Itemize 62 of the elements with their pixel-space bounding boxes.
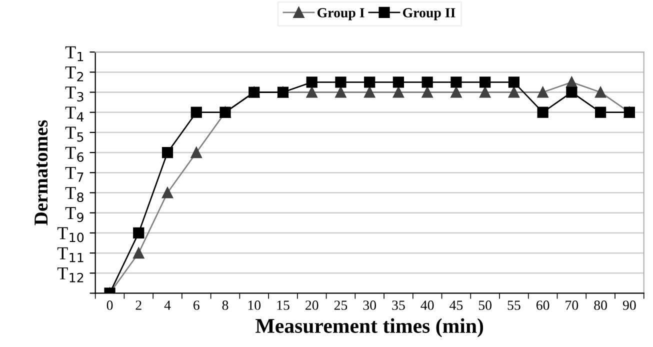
x-tick-label: 25 [334,300,348,310]
point [595,86,606,98]
x-tick-label: 45 [450,300,463,310]
y-tick-label: T$_{11}$ [57,247,84,262]
point [335,76,346,88]
x-tick-label: 90 [622,300,636,310]
point [392,86,404,98]
point [450,86,462,98]
y-tick-label: T$_{3}$ [65,86,84,102]
x-tick-label: 35 [392,300,405,310]
x-tick-label: 10 [248,300,261,310]
x-tick-label: 30 [363,300,376,310]
y-tick-label: T$_{1}$ [65,46,84,62]
x-tick-label: 20 [306,300,318,310]
point [508,76,520,88]
x-tick-label: 15 [277,300,290,310]
point [508,86,520,98]
point [392,76,404,88]
y-tick-label: T$_{9}$ [65,207,84,222]
x-tick-label: 40 [420,300,434,310]
legend-label: Group I [317,8,364,20]
x-tick-label: 80 [594,300,607,310]
y-axis-title: Dermatomes [34,120,48,226]
point [364,76,376,88]
y-tick-label: T$_{5}$ [65,126,84,142]
point [364,86,376,98]
x-tick-label: 8 [222,300,228,310]
y-tick-label: T$_{8}$ [65,187,84,202]
y-tick-label: T$_{4}$ [65,106,84,122]
point [422,76,433,88]
x-tick-label: 0 [106,300,113,310]
point [162,187,174,198]
point [133,227,144,238]
y-tick-label: T$_{12}$ [57,267,84,282]
x-tick-label: 70 [566,300,578,310]
x-tick-label: 4 [164,300,171,310]
point [190,106,202,118]
x-tick-label: 2 [136,300,142,310]
point [335,86,346,98]
y-tick-label: T$_{6}$ [65,146,84,162]
point [450,76,462,88]
y-tick-label: T$_{7}$ [65,166,84,182]
x-tick-label: 55 [508,300,520,310]
point [537,86,548,98]
point [133,247,144,259]
point [480,76,491,88]
point [306,76,318,88]
point [595,106,606,118]
point [422,86,433,98]
y-tick-label: T$_{10}$ [57,227,84,242]
point [566,86,578,98]
point [480,86,491,98]
x-axis-title: Measurement times (min) [256,318,484,338]
point [190,146,202,158]
point [306,86,318,98]
point [537,106,548,118]
point [162,146,174,158]
x-tick-label: 6 [194,300,200,310]
x-tick-label: 60 [536,300,550,310]
x-tick-label: 50 [478,300,492,310]
legend-label: Group II [402,8,456,20]
y-tick-label: T$_{2}$ [65,66,84,82]
